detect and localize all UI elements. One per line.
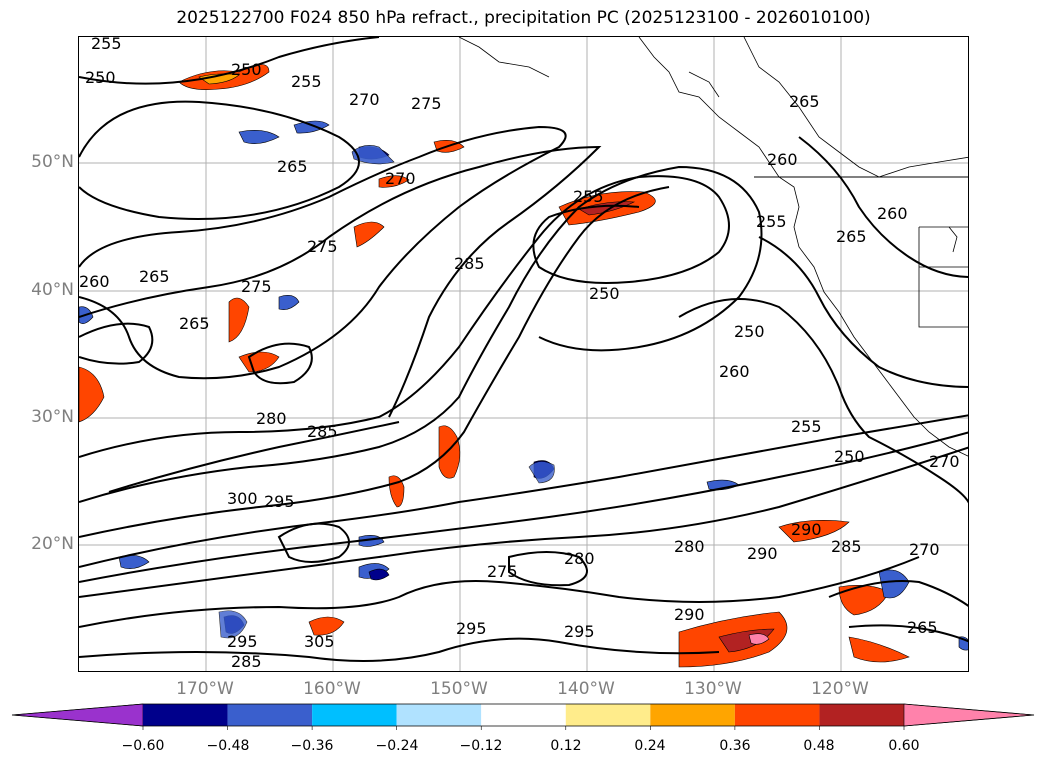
- contour-label: 285: [307, 422, 338, 441]
- contour-label: 255: [791, 417, 822, 436]
- contour-label: 250: [589, 284, 620, 303]
- contour-label: 295: [264, 492, 295, 511]
- contour-label: 295: [456, 619, 487, 638]
- contour-label: 250: [834, 447, 865, 466]
- colorbar-tick-label: 0.36: [719, 738, 751, 754]
- contour-label: 255: [91, 37, 122, 53]
- contour-label: 290: [747, 544, 778, 563]
- contour-label: 295: [227, 632, 258, 651]
- contour-label: 270: [349, 90, 380, 109]
- colorbar-segment: [734, 704, 820, 726]
- longitude-label: 160°W: [303, 679, 361, 699]
- contour-label: 260: [719, 362, 750, 381]
- colorbar-segment: [565, 704, 651, 726]
- contour-label: 260: [877, 204, 908, 223]
- latitude-label: 50°N: [31, 152, 74, 172]
- latitude-label: 20°N: [31, 534, 74, 554]
- colorbar-segments: [11, 703, 1035, 730]
- longitude-label: 120°W: [811, 679, 869, 699]
- contour-label: 305: [304, 632, 335, 651]
- contour-label: 255: [756, 212, 787, 231]
- colorbar-outline: [11, 703, 1035, 727]
- gridlines: [79, 37, 968, 671]
- map-plot: 255 250 250 255 270 275 275 265 270 265 …: [79, 37, 968, 671]
- contour-label: 295: [564, 622, 595, 641]
- contour-label: 290: [791, 520, 822, 539]
- colorbar-extend-low: [11, 703, 144, 727]
- contour-label: 250: [734, 322, 765, 341]
- contour-label: 280: [674, 537, 705, 556]
- colorbar-tick-label: 0.48: [803, 738, 835, 754]
- contour-label: 250: [85, 68, 116, 87]
- contour-label: 265: [907, 618, 938, 637]
- contour-label: 260: [79, 272, 110, 291]
- latitude-label: 40°N: [31, 280, 74, 300]
- contour-label: 250: [231, 60, 262, 79]
- contour-label: 270: [929, 452, 960, 471]
- colorbar-tick-label: −0.60: [121, 738, 165, 754]
- colorbar-tick-label: −0.36: [290, 738, 334, 754]
- colorbar-extend-high: [903, 703, 1035, 727]
- contour-label: 255: [291, 72, 322, 91]
- colorbar-segment: [312, 704, 397, 726]
- contour-label: 265: [139, 267, 170, 286]
- contour-label: 265: [789, 92, 820, 111]
- colorbar-segment: [227, 704, 313, 726]
- colorbar-segment: [819, 704, 904, 726]
- latitude-label: 30°N: [31, 407, 74, 427]
- colorbar-tick-label: −0.48: [206, 738, 250, 754]
- colorbar-tick-label: −0.12: [459, 738, 503, 754]
- longitude-label: 130°W: [684, 679, 742, 699]
- contour-label: 275: [241, 277, 272, 296]
- refractivity-contours: [79, 37, 968, 662]
- map-panel[interactable]: 255 250 250 255 270 275 275 265 270 265 …: [78, 36, 969, 672]
- contour-label: 285: [454, 254, 485, 273]
- contour-label: 285: [231, 652, 262, 671]
- contour-label: 275: [487, 562, 518, 581]
- contour-label: 280: [256, 409, 287, 428]
- colorbar-segment: [396, 704, 482, 726]
- colorbar-segment: [481, 704, 566, 726]
- contour-label: 290: [674, 605, 705, 624]
- contour-label: 270: [385, 169, 416, 188]
- colorbar-tick-label: 0.60: [888, 738, 920, 754]
- contour-label: 275: [307, 237, 338, 256]
- contour-labels: 255 250 250 255 270 275 275 265 270 265 …: [79, 37, 960, 671]
- contour-label: 260: [767, 150, 798, 169]
- contour-label: 275: [411, 94, 442, 113]
- contour-label: 265: [836, 227, 867, 246]
- map-title: 2025122700 F024 850 hPa refract., precip…: [176, 8, 871, 28]
- contour-label: 280: [564, 549, 595, 568]
- longitude-label: 140°W: [557, 679, 615, 699]
- longitude-label: 150°W: [430, 679, 488, 699]
- contour-label: 300: [227, 489, 258, 508]
- contour-label: 285: [831, 537, 862, 556]
- contour-label: 265: [277, 157, 308, 176]
- coastline: [458, 37, 968, 457]
- colorbar-tick-label: −0.24: [375, 738, 419, 754]
- colorbar-segment: [143, 704, 228, 726]
- colorbar-tick-label: 0.12: [550, 738, 582, 754]
- contour-label: 255: [573, 187, 604, 206]
- contour-label: 265: [179, 314, 210, 333]
- colorbar-segment: [650, 704, 735, 726]
- longitude-label: 170°W: [176, 679, 234, 699]
- colorbar-tick-label: 0.24: [634, 738, 666, 754]
- contour-label: 270: [909, 540, 940, 559]
